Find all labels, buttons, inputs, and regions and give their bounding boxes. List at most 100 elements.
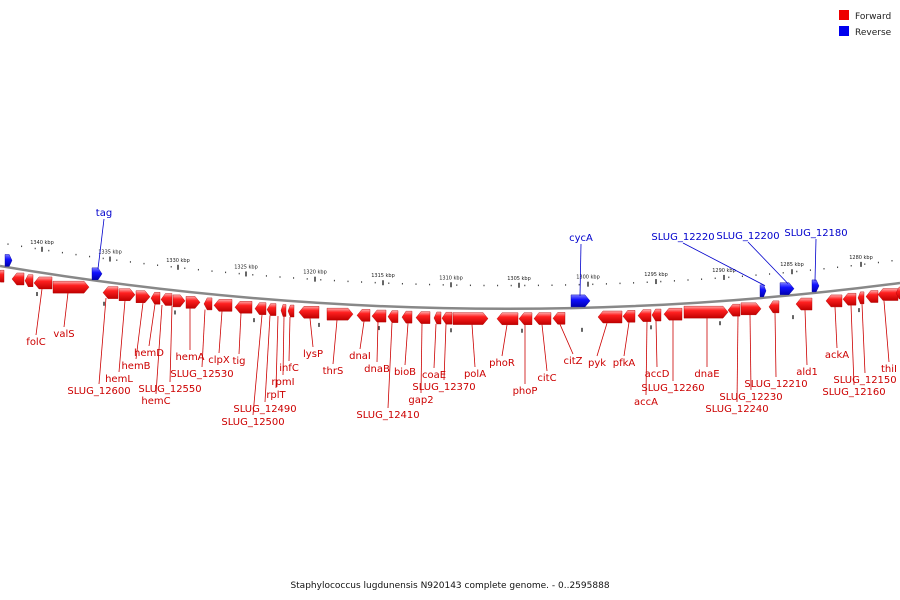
forward-gene-label[interactable]: pfkA <box>613 358 636 369</box>
forward-gene-label[interactable]: SLUG_12410 <box>356 410 419 421</box>
reverse-gene[interactable] <box>759 284 767 298</box>
forward-gene[interactable] <box>895 286 900 300</box>
reverse-gene[interactable] <box>779 282 795 295</box>
forward-gene[interactable] <box>637 309 652 322</box>
forward-gene[interactable] <box>518 312 533 325</box>
forward-gene[interactable] <box>135 290 151 303</box>
forward-gene[interactable] <box>842 292 857 306</box>
forward-gene[interactable] <box>172 294 186 308</box>
forward-gene-label[interactable]: phoR <box>489 358 515 369</box>
forward-gene[interactable] <box>118 288 136 301</box>
forward-gene[interactable] <box>11 272 25 286</box>
forward-gene[interactable] <box>865 290 879 303</box>
forward-gene-label[interactable]: rplT <box>266 390 286 401</box>
forward-gene[interactable] <box>160 293 173 306</box>
forward-gene-label[interactable]: SLUG_12260 <box>641 383 704 394</box>
forward-gene[interactable] <box>0 269 5 283</box>
reverse-gene-label[interactable]: cycA <box>569 233 593 244</box>
forward-gene[interactable] <box>326 307 354 321</box>
forward-gene[interactable] <box>740 302 762 316</box>
forward-gene[interactable] <box>433 311 442 325</box>
reverse-gene-label[interactable]: SLUG_12180 <box>784 228 847 239</box>
forward-gene-label[interactable]: hemA <box>175 352 204 363</box>
forward-gene[interactable] <box>387 310 399 323</box>
forward-gene-label[interactable]: citC <box>537 373 556 384</box>
forward-gene-label[interactable]: SLUG_12240 <box>705 404 768 415</box>
forward-gene-label[interactable]: folC <box>26 337 45 348</box>
forward-gene[interactable] <box>287 304 295 318</box>
forward-gene[interactable] <box>651 308 662 322</box>
forward-gene-label[interactable]: bioB <box>394 367 416 378</box>
forward-gene-label[interactable]: clpX <box>208 355 230 366</box>
forward-gene[interactable] <box>24 274 34 287</box>
forward-gene[interactable] <box>452 312 489 325</box>
forward-gene-label[interactable]: dnaI <box>349 351 371 362</box>
forward-gene[interactable] <box>266 303 277 316</box>
forward-gene[interactable] <box>441 311 453 325</box>
forward-gene[interactable] <box>622 310 636 323</box>
forward-gene[interactable] <box>356 309 371 322</box>
forward-gene[interactable] <box>102 286 119 299</box>
reverse-gene[interactable] <box>811 279 820 293</box>
reverse-gene-label[interactable]: SLUG_12220 <box>651 232 714 243</box>
forward-gene-label[interactable]: SLUG_12600 <box>67 386 130 397</box>
forward-gene[interactable] <box>203 297 213 311</box>
forward-gene[interactable] <box>857 291 865 305</box>
forward-gene-label[interactable]: SLUG_12490 <box>233 404 296 415</box>
forward-gene-label[interactable]: SLUG_12550 <box>138 384 201 395</box>
forward-gene[interactable] <box>727 303 741 317</box>
forward-gene-label[interactable]: accA <box>634 397 658 408</box>
forward-gene[interactable] <box>254 302 267 315</box>
forward-gene[interactable] <box>371 309 387 323</box>
forward-gene-label[interactable]: SLUG_12530 <box>170 369 233 380</box>
reverse-gene-label[interactable]: tag <box>96 208 112 219</box>
forward-gene-label[interactable]: citZ <box>563 356 582 367</box>
forward-gene-label[interactable]: accD <box>645 369 670 380</box>
forward-gene-label[interactable]: rpmI <box>271 377 294 388</box>
forward-gene-label[interactable]: hemL <box>105 374 133 385</box>
forward-gene[interactable] <box>768 300 780 314</box>
forward-gene-label[interactable]: dnaE <box>694 369 719 380</box>
forward-gene-label[interactable]: hemC <box>141 396 170 407</box>
forward-gene-label[interactable]: SLUG_12150 <box>833 375 896 386</box>
forward-gene[interactable] <box>234 301 253 314</box>
forward-gene-label[interactable]: hemD <box>134 348 164 359</box>
forward-gene-label[interactable]: thrS <box>323 366 344 377</box>
forward-gene-label[interactable]: ackA <box>825 350 849 361</box>
forward-gene[interactable] <box>663 307 683 321</box>
forward-gene[interactable] <box>683 305 729 319</box>
forward-gene-label[interactable]: SLUG_12500 <box>221 417 284 428</box>
forward-gene-label[interactable]: SLUG_12230 <box>719 392 782 403</box>
forward-gene[interactable] <box>213 299 233 312</box>
reverse-gene-label[interactable]: SLUG_12200 <box>716 231 779 242</box>
forward-gene-label[interactable]: valS <box>53 329 74 340</box>
forward-gene-label[interactable]: ald1 <box>796 367 818 378</box>
forward-gene[interactable] <box>280 304 287 317</box>
forward-gene[interactable] <box>33 276 53 290</box>
forward-gene[interactable] <box>825 294 843 308</box>
forward-gene[interactable] <box>298 306 320 319</box>
forward-gene-label[interactable]: SLUG_12210 <box>744 379 807 390</box>
forward-gene-label[interactable]: hemB <box>121 361 150 372</box>
forward-gene[interactable] <box>150 292 161 305</box>
forward-gene-label[interactable]: infC <box>279 363 299 374</box>
forward-gene[interactable] <box>185 296 201 309</box>
forward-gene-label[interactable]: coaE <box>422 370 446 381</box>
forward-gene-label[interactable]: SLUG_12370 <box>412 382 475 393</box>
forward-gene-label[interactable]: gap2 <box>408 395 433 406</box>
forward-gene-label[interactable]: polA <box>464 369 486 380</box>
forward-gene-label[interactable]: tig <box>232 356 245 367</box>
forward-gene-label[interactable]: thiI <box>881 364 897 375</box>
forward-gene[interactable] <box>552 312 566 325</box>
forward-gene[interactable] <box>496 312 519 325</box>
forward-gene[interactable] <box>795 297 813 311</box>
forward-gene[interactable] <box>597 310 623 324</box>
forward-gene-label[interactable]: lysP <box>303 349 323 360</box>
forward-gene[interactable] <box>401 310 413 324</box>
reverse-gene[interactable] <box>91 267 103 281</box>
forward-gene[interactable] <box>877 288 899 301</box>
forward-gene-label[interactable]: dnaB <box>364 364 390 375</box>
forward-gene[interactable] <box>533 312 552 325</box>
forward-gene[interactable] <box>415 311 431 324</box>
reverse-gene[interactable] <box>570 294 591 308</box>
